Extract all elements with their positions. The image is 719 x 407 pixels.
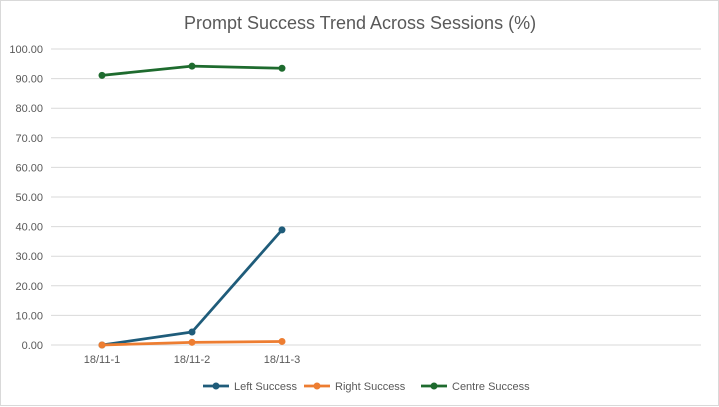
x-tick-label: 18/11-1 [84,354,121,366]
gridlines [51,48,701,346]
y-tick-label: 0.00 [22,340,43,352]
series-right-success [98,337,286,349]
series-centre-success [98,62,286,79]
legend-entry: Centre Success [421,381,530,393]
data-point [278,64,286,72]
series-lines [98,62,286,349]
chart-title: Prompt Success Trend Across Sessions (%) [184,13,536,33]
legend: Left Success Right Success Centre Success [203,381,530,393]
legend-swatch-marker [212,382,220,390]
y-axis-tick-labels: 0.00 10.00 20.00 30.00 40.00 50.00 60.00 70.00 8… [9,44,43,352]
data-point [278,337,286,345]
y-tick-label: 100.00 [9,44,43,56]
data-point [98,71,106,79]
y-tick-label: 20.00 [15,281,43,293]
data-point [278,226,286,234]
y-tick-label: 30.00 [15,251,43,263]
y-tick-label: 70.00 [15,133,43,145]
y-tick-label: 10.00 [15,310,43,322]
legend-entry: Left Success [203,381,297,393]
data-point [98,341,106,349]
legend-label: Right Success [335,381,406,393]
y-tick-label: 60.00 [15,162,43,174]
x-axis-tick-labels: 18/11-1 18/11-2 18/11-3 [84,354,301,366]
legend-label: Centre Success [452,381,530,393]
y-tick-label: 50.00 [15,192,43,204]
y-tick-label: 90.00 [15,74,43,86]
legend-entry: Right Success [304,381,406,393]
legend-swatch-marker [430,382,438,390]
series-line [100,228,284,347]
legend-label: Left Success [234,381,297,393]
data-point [188,338,196,346]
legend-swatch-marker [313,382,321,390]
y-tick-label: 40.00 [15,222,43,234]
x-tick-label: 18/11-2 [174,354,211,366]
series-left-success [98,226,286,349]
data-point [188,62,196,70]
x-tick-label: 18/11-3 [264,354,301,366]
y-tick-label: 80.00 [15,103,43,115]
data-point [188,328,196,336]
